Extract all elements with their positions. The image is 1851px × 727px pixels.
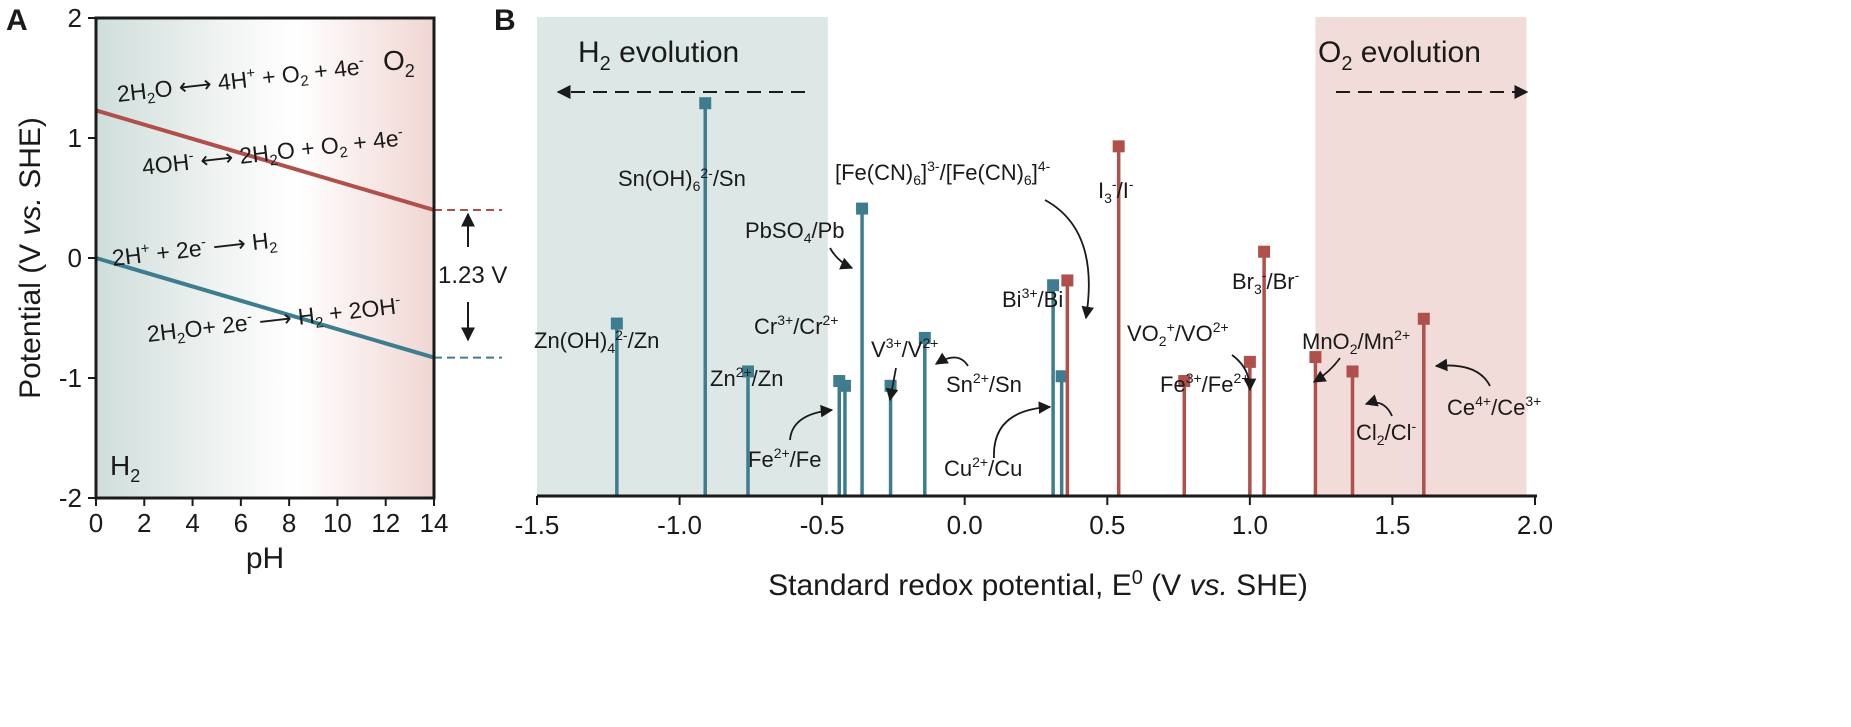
label-zn-oh4: Zn(OH)42-/Zn: [534, 327, 659, 356]
label-ce: Ce4+/Ce3+: [1447, 393, 1541, 420]
label-sn-oh6: Sn(OH)62-/Sn: [618, 165, 746, 194]
pointer-ce: [1434, 358, 1491, 387]
x-tick-label: -0.5: [800, 510, 845, 540]
stem-marker: [1112, 140, 1125, 153]
stem-marker: [1055, 370, 1068, 383]
stem-marker: [1309, 351, 1322, 364]
label-bi: Bi3+/Bi: [1002, 285, 1063, 312]
label-fe3: Fe3+/Fe2+: [1160, 370, 1249, 397]
x-tick-label: 6: [234, 508, 248, 538]
stem-marker: [856, 202, 869, 215]
pointer-cu: [993, 401, 1052, 459]
x-tick-label: 4: [185, 508, 199, 538]
stem-marker: [884, 379, 897, 392]
x-tick-label: 2.0: [1517, 510, 1553, 540]
stem-marker: [1178, 375, 1191, 388]
label-cr: Cr3+/Cr2+: [754, 312, 838, 339]
panel-b-letter: B: [494, 4, 516, 37]
label-v: V3+/V2+: [871, 335, 938, 362]
panel-a-background: [96, 18, 434, 498]
label-fecn: [Fe(CN)6]3-/[Fe(CN)6]4-: [835, 158, 1051, 188]
pointer-fecn: [1044, 199, 1095, 320]
y-tick-label: 0: [68, 243, 82, 273]
stem-marker: [742, 365, 755, 378]
stem-marker: [699, 97, 712, 110]
stem-marker: [1047, 279, 1060, 292]
stem-marker: [1061, 274, 1074, 287]
x-tick-label: 12: [371, 508, 400, 538]
o2-evolution-region: [1315, 17, 1527, 496]
stem-marker: [1258, 245, 1271, 258]
label-sn: Sn2+/Sn: [946, 370, 1022, 397]
pointer-v: [885, 367, 899, 402]
panel-b-xlabel: Standard redox potential, E0 (V vs. SHE): [768, 567, 1308, 602]
label-cl2: Cl2/Cl-: [1356, 418, 1416, 448]
panel-a-ylabel: Potential (V vs. SHE): [14, 117, 47, 399]
label-vo2: VO2+/VO2+: [1127, 319, 1229, 349]
pointer-sn: [934, 352, 969, 367]
h2-evolution-region: [537, 17, 828, 496]
o2-series-line: [95, 108, 435, 212]
pointer-mno2: [1312, 357, 1341, 383]
pointer-vo2: [1231, 354, 1257, 392]
pointer-pbso4: [829, 247, 854, 270]
x-tick-label: 8: [282, 508, 296, 538]
gap-label: 1.23 V: [438, 262, 507, 289]
x-tick-label: 0.0: [947, 510, 983, 540]
x-tick-label: -1.5: [515, 510, 560, 540]
stem-marker: [838, 379, 851, 392]
stem-marker: [1346, 365, 1359, 378]
x-tick-label: -1.0: [657, 510, 702, 540]
x-tick-label: 0.5: [1089, 510, 1125, 540]
label-br3: Br3-/Br-: [1232, 267, 1300, 297]
panel-a-letter: A: [6, 4, 28, 37]
y-tick-label: 2: [68, 3, 82, 33]
x-tick-label: 2: [137, 508, 151, 538]
h2-series-line: [95, 256, 435, 360]
stem-marker: [610, 317, 623, 330]
y-tick-label: -1: [59, 363, 82, 393]
stem-marker: [918, 331, 931, 344]
label-cu: Cu2+/Cu: [944, 454, 1022, 481]
x-tick-label: 1.0: [1232, 510, 1268, 540]
label-zn: Zn2+/Zn: [710, 364, 783, 391]
y-tick-label: 1: [68, 123, 82, 153]
x-tick-label: 1.5: [1374, 510, 1410, 540]
pointer-cl2: [1364, 394, 1393, 417]
pointer-fe: [789, 404, 834, 441]
panel-b: B -1.5 -1.0 -0.5 0.0 0.5 1.0 1.5 2.0 H2 evoluti…: [494, 4, 1553, 602]
h2-sub: 2: [130, 466, 140, 486]
y-tick-label: -2: [59, 483, 82, 513]
x-tick-label: 0: [89, 508, 103, 538]
panel-a-xlabel: pH: [246, 542, 284, 575]
x-tick-label: 10: [323, 508, 352, 538]
label-i3: I3-/I-: [1098, 176, 1134, 206]
label-pbso4: PbSO4/Pb: [745, 218, 845, 246]
o2-sub: 2: [405, 61, 415, 81]
x-tick-label: 14: [420, 508, 449, 538]
stem-marker: [1417, 312, 1430, 325]
stem-marker: [1243, 355, 1256, 368]
